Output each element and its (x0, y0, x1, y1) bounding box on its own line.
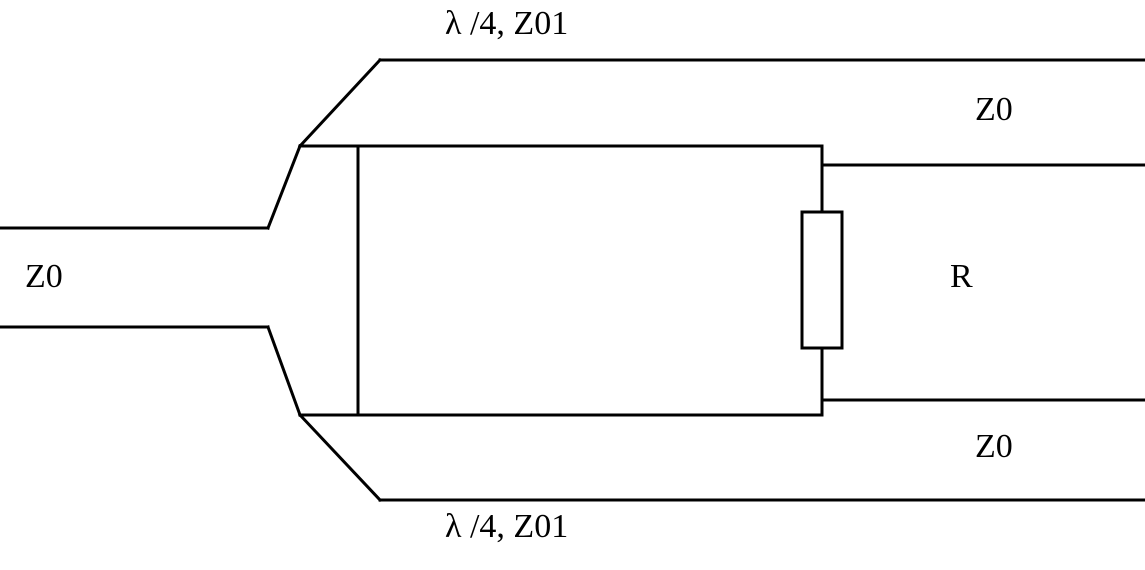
label-resistor: R (950, 258, 973, 296)
label-input-impedance: Z0 (25, 258, 63, 296)
label-lower-output: Z0 (975, 428, 1013, 466)
label-upper-output: Z0 (975, 91, 1013, 129)
label-upper-branch: λ /4, Z01 (445, 5, 568, 43)
label-lower-branch: λ /4, Z01 (445, 508, 568, 546)
wilkinson-divider-diagram (0, 0, 1145, 570)
